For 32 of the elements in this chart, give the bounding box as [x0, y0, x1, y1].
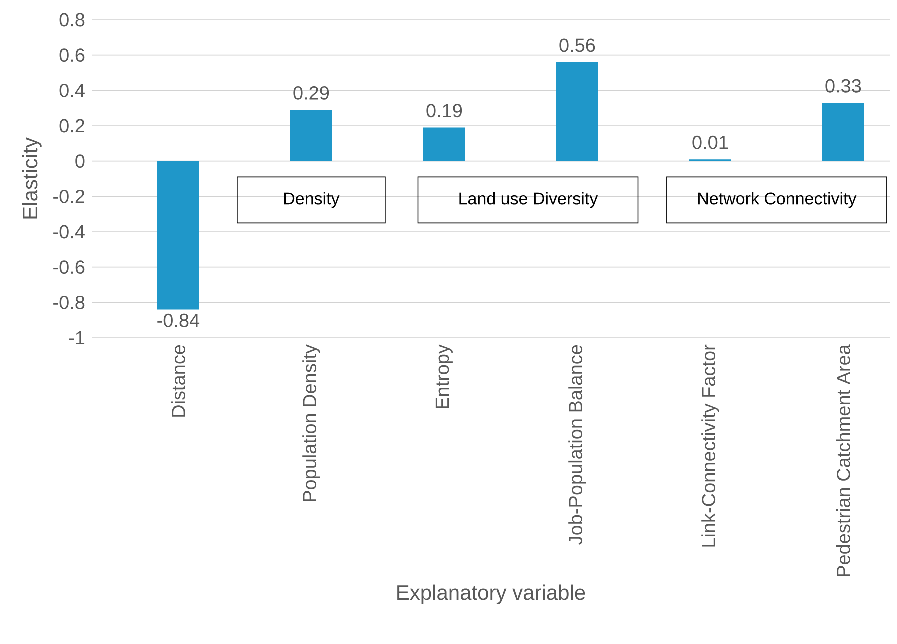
data-label: 0.56	[560, 38, 596, 52]
x-tick-label: Pedestrian Catchment Area	[836, 344, 850, 576]
x-tick-label: Entropy	[436, 344, 453, 408]
y-tick-label: 0.6	[60, 48, 85, 62]
bar	[423, 128, 466, 162]
data-label: 0.33	[826, 79, 862, 93]
annotation: Network Connectivity	[698, 192, 857, 208]
bar	[157, 161, 200, 310]
bar	[822, 103, 864, 162]
y-tick-label: -0.6	[54, 260, 85, 274]
y-tick-label: 0.2	[60, 119, 85, 133]
data-label: 0.29	[294, 86, 330, 100]
y-tick-label: 0	[76, 154, 85, 168]
x-tick-label: Distance	[171, 345, 186, 417]
y-tick-label: 0.8	[60, 13, 85, 27]
y-tick-label: 0.4	[60, 84, 85, 98]
x-axis-title: Explanatory variable	[398, 584, 586, 604]
y-axis-title: Elasticity	[22, 138, 42, 219]
data-label: 0.01	[692, 136, 728, 150]
y-tick-label: -0.4	[54, 225, 85, 239]
annotation: Density	[284, 192, 340, 208]
y-tick-label: -0.2	[54, 190, 85, 204]
x-tick-label: Job-Population Balance	[568, 345, 586, 545]
data-label: 0.19	[426, 104, 462, 118]
y-tick-label: -1	[69, 331, 85, 345]
y-tick-label: -0.8	[54, 296, 85, 310]
x-tick-label: Link-Connectivity Factor	[702, 344, 720, 547]
data-label: -0.84	[158, 314, 200, 328]
bar	[556, 62, 598, 162]
bar	[290, 110, 332, 162]
annotation: Land use Diversity	[460, 192, 598, 208]
x-tick-label: Population Density	[302, 344, 320, 502]
